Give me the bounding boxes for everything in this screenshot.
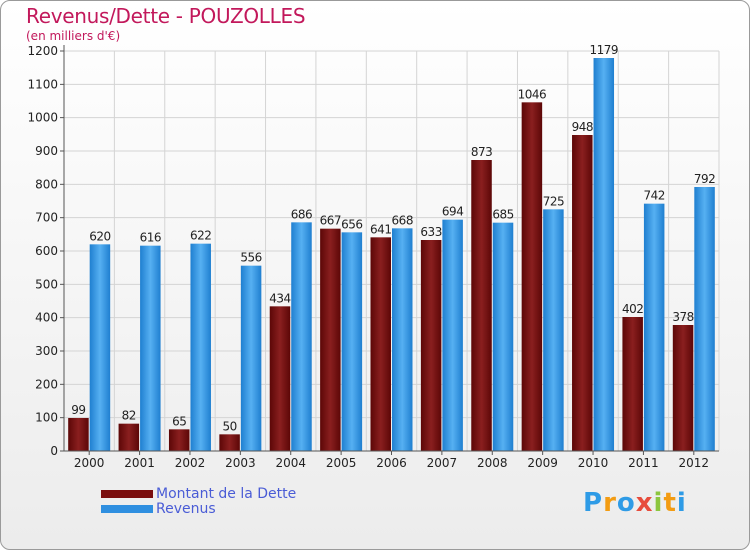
- data-label-debt-2003: 50: [222, 419, 236, 433]
- bar-debt-2010: [572, 135, 593, 451]
- x-tick-label: 2007: [427, 456, 458, 470]
- bar-revenue-2008: [492, 222, 514, 451]
- logo-letter: t: [663, 488, 677, 518]
- y-tick-label: 800: [35, 177, 58, 191]
- legend-label-debt: Montant de la Dette: [156, 486, 297, 502]
- legend-swatch-debt: [101, 490, 153, 498]
- data-label-revenue-2012: 792: [694, 172, 715, 186]
- data-label-debt-2004: 434: [269, 291, 290, 305]
- grid-layer: [63, 50, 720, 452]
- y-tick-label: 200: [35, 377, 58, 391]
- legend-swatch-revenue: [101, 505, 153, 513]
- bar-revenue-2012: [694, 187, 715, 451]
- bar-revenue-2011: [643, 203, 665, 451]
- bar-debt-2006: [370, 237, 391, 451]
- logo-letter: i: [653, 488, 664, 518]
- legend-label-revenue: Revenus: [156, 501, 216, 517]
- data-label-debt-2010: 948: [572, 120, 593, 134]
- y-tick-label: 1200: [27, 44, 58, 58]
- data-label-revenue-2002: 622: [190, 229, 211, 243]
- data-label-revenue-2005: 656: [341, 217, 362, 231]
- data-label-revenue-2000: 620: [89, 229, 110, 243]
- y-tick-label: 0: [50, 444, 58, 458]
- bar-revenue-2009: [543, 209, 564, 451]
- bar-debt-2002: [168, 429, 190, 451]
- x-tick-label: 2011: [628, 456, 659, 470]
- data-label-revenue-2008: 685: [492, 208, 513, 222]
- data-label-debt-2001: 82: [122, 409, 136, 423]
- bar-debt-2004: [269, 306, 291, 451]
- y-tick-label: 100: [35, 411, 58, 425]
- x-tick-label: 2010: [578, 456, 609, 470]
- y-tick-label: 400: [35, 311, 58, 325]
- bar-debt-2001: [118, 423, 140, 451]
- logo-letter: x: [635, 488, 654, 518]
- x-tick-label: 2001: [124, 456, 155, 470]
- label-layer: 0 100 200 300 400 500 600 700 800 900 1000 1100 1200…: [27, 43, 715, 470]
- x-tick-label: 2005: [326, 456, 357, 470]
- logo-letter: i: [676, 488, 687, 518]
- axis-layer: [60, 45, 719, 455]
- logo-letter: r: [603, 488, 617, 518]
- chart-subtitle: (en milliers d'€): [26, 29, 121, 43]
- y-tick-label: 1000: [27, 111, 58, 125]
- y-tick-label: 700: [35, 211, 58, 225]
- data-label-debt-2007: 633: [420, 225, 441, 239]
- data-label-debt-2005: 667: [320, 214, 341, 228]
- bar-debt-2005: [320, 228, 341, 451]
- chart-title: Revenus/Dette - POUZOLLES: [26, 4, 306, 28]
- proxiti-logo: Proxiti: [583, 488, 687, 518]
- bar-debt-2009: [521, 102, 543, 451]
- data-label-debt-2012: 378: [672, 310, 693, 324]
- y-tick-label: 1100: [27, 77, 58, 91]
- bar-revenue-2001: [140, 245, 161, 451]
- data-label-debt-2002: 65: [172, 414, 186, 428]
- logo-letter: P: [583, 488, 604, 518]
- data-label-revenue-2009: 725: [543, 194, 564, 208]
- x-tick-label: 2002: [175, 456, 206, 470]
- data-label-debt-2009: 1046: [518, 87, 547, 101]
- x-tick-label: 2006: [376, 456, 407, 470]
- x-tick-label: 2004: [275, 456, 306, 470]
- bar-revenue-2003: [240, 265, 262, 451]
- data-label-debt-2011: 402: [622, 302, 643, 316]
- bar-revenue-2004: [291, 222, 312, 451]
- x-tick-label: 2000: [74, 456, 105, 470]
- data-label-revenue-2007: 694: [442, 205, 463, 219]
- data-label-debt-2008: 873: [471, 145, 492, 159]
- data-label-revenue-2006: 668: [392, 213, 413, 227]
- bar-debt-2003: [219, 434, 240, 451]
- logo-letter: o: [616, 488, 636, 518]
- x-tick-label: 2009: [527, 456, 558, 470]
- x-tick-label: 2012: [679, 456, 710, 470]
- data-label-revenue-2010: 1179: [590, 43, 619, 57]
- bar-revenue-2002: [190, 243, 211, 451]
- y-tick-label: 500: [35, 277, 58, 291]
- bar-revenue-2007: [442, 219, 463, 451]
- bar-revenue-2006: [392, 228, 413, 451]
- x-tick-label: 2003: [225, 456, 256, 470]
- bar-debt-2008: [471, 160, 492, 451]
- data-label-revenue-2004: 686: [291, 207, 312, 221]
- bar-revenue-2005: [341, 232, 363, 451]
- data-label-debt-2006: 641: [370, 222, 391, 236]
- y-tick-label: 900: [35, 144, 58, 158]
- data-label-debt-2000: 99: [71, 403, 85, 417]
- y-tick-label: 600: [35, 244, 58, 258]
- data-label-revenue-2003: 556: [240, 251, 261, 265]
- data-label-revenue-2001: 616: [140, 231, 161, 245]
- bar-layer: [68, 58, 715, 451]
- bar-debt-2012: [672, 325, 694, 451]
- y-tick-label: 300: [35, 344, 58, 358]
- bar-revenue-2010: [593, 58, 615, 451]
- bar-debt-2000: [68, 418, 89, 451]
- bar-debt-2011: [622, 317, 643, 451]
- x-tick-label: 2008: [477, 456, 508, 470]
- bar-debt-2007: [420, 240, 442, 451]
- bar-revenue-2000: [89, 244, 111, 451]
- data-label-revenue-2011: 742: [643, 189, 664, 203]
